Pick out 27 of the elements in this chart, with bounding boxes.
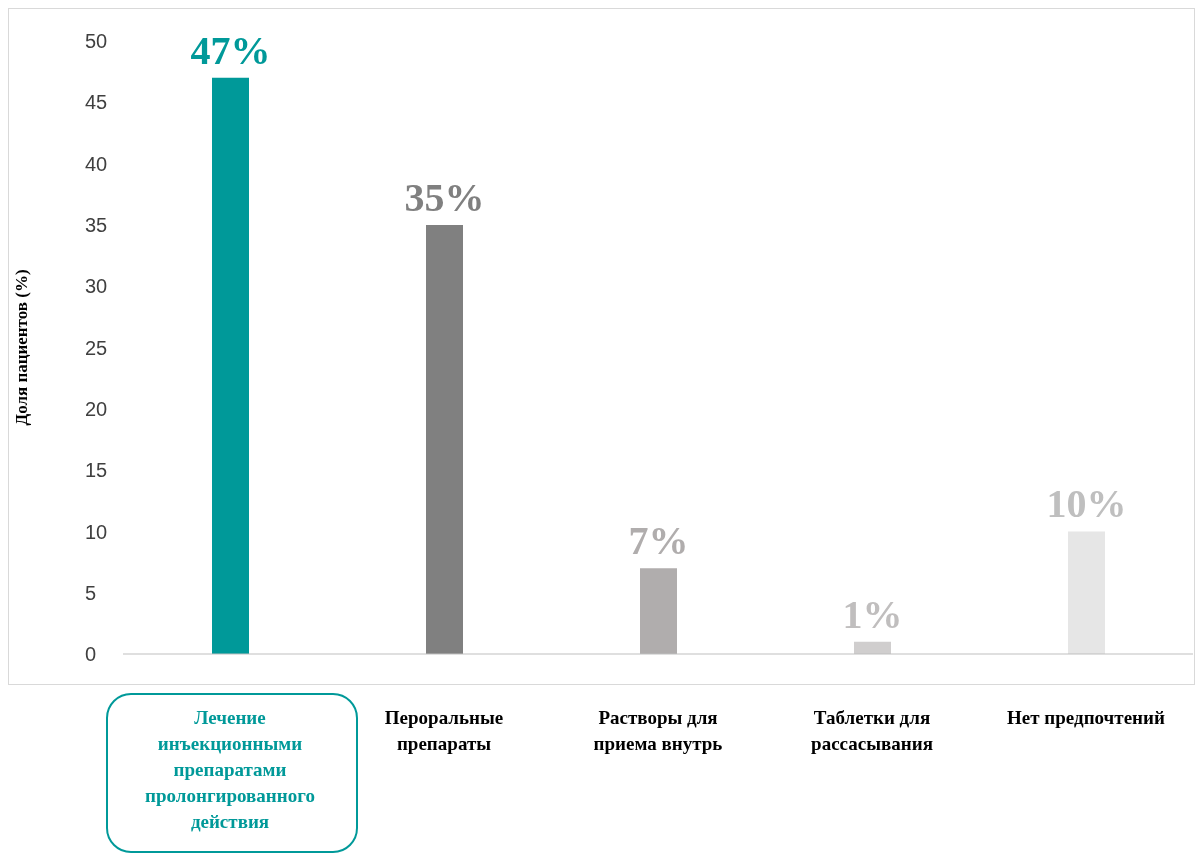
data-label: 47% — [190, 27, 271, 73]
x-tick-label: Нет предпочтений — [1007, 707, 1165, 728]
bar — [1068, 531, 1105, 654]
bar — [212, 77, 249, 654]
y-axis-title: Доля пациентов (%) — [12, 269, 32, 426]
y-tick-label: 20 — [85, 397, 108, 420]
y-tick-label: 15 — [85, 459, 108, 482]
data-label: 10% — [1046, 481, 1127, 527]
y-tick-label: 40 — [85, 152, 108, 175]
y-tick-label: 45 — [85, 91, 108, 114]
y-tick-label: 0 — [85, 643, 97, 666]
data-label: 1% — [842, 591, 903, 637]
bar — [640, 568, 677, 654]
x-tick-label: Пероральные препараты — [384, 707, 504, 754]
y-tick-label: 35 — [85, 214, 108, 236]
x-tick-label: Таблетки для рассасывания — [811, 707, 933, 754]
x-tick-label: Растворы для приема внутрь — [593, 707, 723, 754]
y-tick-label: 30 — [85, 275, 108, 298]
data-label: 35% — [404, 174, 485, 220]
y-tick-label: 10 — [85, 520, 108, 543]
y-tick-label: 25 — [85, 336, 108, 359]
bar — [854, 641, 891, 654]
y-tick-label: 50 — [85, 30, 108, 53]
x-tick-label: Лечение инъекционными препаратами пролонгированного действия — [145, 707, 315, 832]
data-label: 7% — [628, 518, 689, 564]
y-tick-label: 5 — [85, 581, 97, 604]
bar — [426, 224, 463, 654]
